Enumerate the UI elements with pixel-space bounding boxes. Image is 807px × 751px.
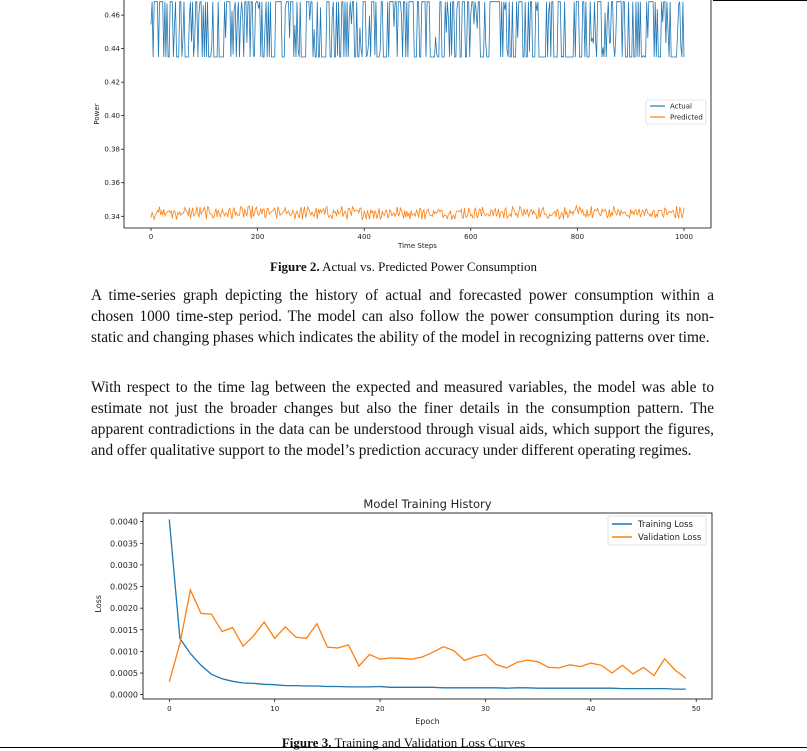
x-axis-label: Epoch [415, 717, 440, 726]
figure-3-legend: Training Loss Validation Loss [607, 515, 707, 546]
figure-2-caption-text: Actual vs. Predicted Power Consumption [322, 259, 537, 274]
top-rule [713, 0, 807, 1]
x-axis-label: Time Steps [397, 242, 437, 250]
legend-label-actual: Actual [670, 103, 692, 111]
x-tick-label: 20 [376, 705, 385, 713]
figure-3-caption: Figure 3. Training and Validation Loss C… [0, 735, 807, 751]
x-tick-label: 40 [586, 705, 595, 713]
paragraph-1: A time-series graph depicting the histor… [91, 287, 714, 346]
figure-3-axes: Model Training History 0 10 20 30 40 50 0.0000 0… [94, 497, 713, 726]
y-tick-label: 0.0000 [110, 691, 138, 700]
x-tick-label: 1000 [675, 233, 693, 241]
x-tick-label: 200 [251, 233, 264, 241]
series-line-predicted [150, 204, 685, 221]
y-axis-label: Power [93, 103, 101, 124]
x-tick-label: 30 [481, 705, 490, 713]
figure-3-caption-label: Figure 3. [281, 735, 332, 750]
x-tick-label: 400 [358, 233, 371, 241]
y-tick-label: 0.38 [104, 146, 120, 154]
figure-2-caption-label: Figure 2. [270, 259, 320, 274]
y-tick-label: 0.0010 [110, 647, 138, 656]
y-tick-label: 0.40 [104, 112, 120, 120]
x-tick-label: 600 [464, 233, 477, 241]
bottom-rule [0, 747, 807, 748]
y-tick-label: 0.0025 [110, 583, 138, 592]
x-tick-label: 50 [692, 705, 701, 713]
legend-label-predicted: Predicted [670, 114, 703, 122]
legend-label-training-loss: Training Loss [637, 520, 693, 530]
y-tick-label: 0.46 [104, 12, 120, 20]
y-tick-label: 0.34 [104, 213, 120, 221]
y-tick-label: 0.42 [104, 79, 120, 87]
y-tick-label: 0.0040 [110, 518, 138, 527]
paragraph-2: With respect to the time lag between the… [91, 379, 714, 459]
series-line-actual [150, 1, 685, 58]
x-tick-label: 0 [149, 233, 153, 241]
x-tick-label: 10 [270, 705, 279, 713]
legend-box [607, 515, 707, 546]
x-tick-label: 800 [571, 233, 584, 241]
series-line-training-loss [168, 519, 686, 690]
x-tick-label: 0 [167, 705, 171, 713]
figure-2-chart: 0 200 400 600 800 1000 0.34 0.36 0.38 0.40 0.42 0.4… [93, 0, 712, 250]
y-tick-label: 0.0035 [110, 539, 138, 548]
figure-2-series [150, 1, 685, 221]
series-line-validation-loss [168, 587, 687, 682]
y-tick-label: 0.0015 [110, 626, 138, 635]
y-tick-label: 0.0030 [110, 561, 138, 570]
chart-title: Model Training History [363, 497, 491, 511]
y-tick-label: 0.44 [104, 45, 120, 53]
figure-3-caption-text: Training and Validation Loss Curves [334, 735, 526, 750]
legend-label-validation-loss: Validation Loss [638, 533, 702, 543]
y-tick-label: 0.36 [104, 179, 120, 187]
figure-3-series [168, 519, 687, 690]
y-tick-label: 0.0020 [110, 604, 138, 613]
figure-2-axes: 0 200 400 600 800 1000 0.34 0.36 0.38 0.40 0.42 0.4… [93, 0, 712, 250]
y-tick-label: 0.0005 [110, 669, 138, 678]
figure-2-legend: Actual Predicted [645, 99, 707, 125]
figure-3-plot-frame [142, 512, 713, 700]
figure-2-caption: Figure 2. Actual vs. Predicted Power Con… [0, 259, 807, 275]
y-axis-label: Loss [94, 595, 103, 613]
